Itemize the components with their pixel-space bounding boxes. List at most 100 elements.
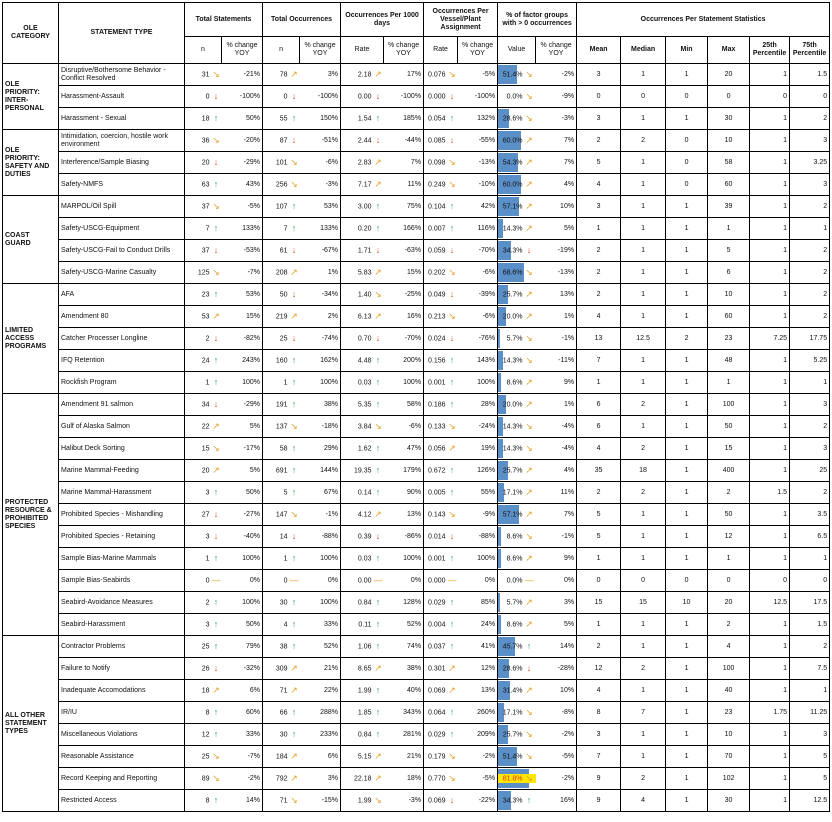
vessel-rate-pct-cell: 100%	[457, 547, 499, 570]
stat-p75-cell: 2	[789, 481, 831, 504]
stat-min-cell: 1	[665, 723, 709, 746]
occurrences-n-cell-value: 792	[275, 775, 288, 783]
rate-1000-cell: 0.03 ↑	[340, 547, 384, 570]
diagonal-up-arrow-icon: ↗	[525, 223, 533, 233]
statements-n-cell-value: 53	[201, 313, 210, 321]
statements-pct-cell: -21%	[221, 63, 264, 86]
vessel-rate-cell-value: 0.213	[428, 313, 446, 321]
statement-type-cell: Seabird-Harassment	[58, 613, 185, 636]
rate-1000-pct-cell: 343%	[383, 701, 425, 724]
diagonal-down-arrow-icon: ↘	[448, 69, 456, 79]
stat-median-cell: 1	[620, 723, 667, 746]
factor-value: 68.6% ↘	[499, 268, 536, 277]
factor-value: 28.6% ↓	[499, 664, 536, 673]
factor-value-text: 8.6%	[506, 533, 523, 541]
stat-max-cell: 6	[707, 261, 751, 284]
factor-value-cell: 25.7% ↘	[497, 723, 536, 746]
stat-p25-cell: 1	[749, 525, 791, 548]
diagonal-down-arrow-icon: ↘	[374, 289, 382, 299]
factor-value-cell: 54.3% ↗	[497, 151, 536, 174]
subheader-rate: Rate	[423, 36, 459, 64]
occurrences-n-cell-value: 38	[279, 643, 288, 651]
stat-p75-cell: 3	[789, 393, 831, 416]
stat-p25-cell: 1	[749, 371, 791, 394]
factor-value-cell: 60.0% ↗	[497, 173, 536, 196]
stat-max-cell: 23	[707, 327, 751, 350]
up-arrow-icon: ↑	[291, 487, 297, 497]
occurrences-n-cell: 691 ↑	[262, 459, 300, 482]
statements-n-cell-value: 23	[201, 291, 210, 299]
rate-1000-cell-value: 1.99	[357, 687, 372, 695]
stat-mean-cell: 6	[576, 393, 622, 416]
table-row: Safety-USCG-Equipment 7 ↑ 133% 7 ↑ 133% 0.20 ↑ 16…	[3, 217, 831, 240]
down-arrow-icon: ↓	[526, 245, 532, 255]
rate-1000-cell: 6.13 ↗	[340, 305, 384, 328]
vessel-rate-cell: 0.007 ↑	[423, 217, 458, 240]
stat-mean-cell: 7	[576, 745, 622, 768]
factor-pct-cell: 7%	[535, 151, 578, 174]
factor-data-bar	[498, 263, 524, 282]
down-arrow-icon: ↓	[449, 245, 455, 255]
vessel-rate-cell: 0.001 ↑	[423, 371, 458, 394]
factor-data-bar	[498, 615, 502, 634]
down-arrow-icon: ↓	[213, 333, 219, 343]
statements-n-cell: 37 ↓	[184, 239, 222, 262]
stat-mean-cell: 13	[576, 327, 622, 350]
diagonal-up-arrow-icon: ↗	[374, 179, 382, 189]
stat-mean-cell: 9	[576, 789, 622, 812]
occurrences-pct-cell: -34%	[299, 283, 342, 306]
factor-value-text: 68.6%	[502, 269, 523, 277]
stat-median-cell: 1	[620, 283, 667, 306]
stat-p25-cell: 1	[749, 305, 791, 328]
diagonal-down-arrow-icon: ↘	[448, 267, 456, 277]
rate-1000-cell: 1.99 ↘	[340, 789, 384, 812]
statements-n-cell: 26 ↓	[184, 657, 222, 680]
occurrences-n-cell-value: 55	[279, 115, 288, 123]
up-arrow-icon: ↑	[213, 355, 219, 365]
subheader-p75: 75th Percentile	[789, 36, 831, 64]
down-arrow-icon: ↓	[291, 91, 297, 101]
factor-value: 14.3% ↘	[499, 356, 536, 365]
occurrences-pct-cell: 0%	[299, 569, 342, 592]
stat-p25-cell: 1	[749, 767, 791, 790]
vessel-rate-pct-cell: -55%	[457, 129, 499, 152]
vessel-rate-cell-value: 0.001	[428, 555, 446, 563]
factor-pct-cell: 3%	[535, 591, 578, 614]
factor-value-cell: 81.8% ↘	[497, 767, 536, 790]
statements-n-cell: 12 ↑	[184, 723, 222, 746]
factor-data-bar	[498, 725, 508, 744]
factor-data-bar	[498, 175, 521, 194]
rate-1000-pct-cell: 40%	[383, 679, 425, 702]
diagonal-up-arrow-icon: ↗	[212, 421, 220, 431]
factor-value: 5.7% ↗	[499, 598, 536, 607]
vessel-rate-cell: 0.076 ↘	[423, 63, 458, 86]
vessel-rate-pct-cell: -88%	[457, 525, 499, 548]
factor-value: 51.4% ↘	[499, 752, 536, 761]
stat-min-cell: 0	[665, 85, 709, 108]
occurrences-n-cell-value: 71	[279, 797, 288, 805]
statements-n-cell: 3 ↑	[184, 481, 222, 504]
rate-1000-pct-cell: 90%	[383, 481, 425, 504]
stat-median-cell: 12.5	[620, 327, 667, 350]
up-arrow-icon: ↑	[213, 377, 219, 387]
vessel-rate-pct-cell: -2%	[457, 745, 499, 768]
down-arrow-icon: ↓	[449, 531, 455, 541]
factor-value: 34.3% ↑	[499, 796, 536, 805]
statement-type-cell: Disruptive/Bothersome Behavior - Conflic…	[58, 63, 185, 86]
factor-value: 8.6% ↗	[499, 378, 536, 387]
down-arrow-icon: ↓	[213, 531, 219, 541]
diagonal-down-arrow-icon: ↘	[212, 443, 220, 453]
factor-pct-cell: 5%	[535, 217, 578, 240]
statement-type-cell: Safety-USCG-Equipment	[58, 217, 185, 240]
statements-n-cell-value: 12	[201, 731, 210, 739]
rate-1000-cell: 0.00 ↓	[340, 85, 384, 108]
statements-pct-cell: -29%	[221, 151, 264, 174]
table-row: IR/IU 8 ↑ 60% 66 ↑ 288% 1.85 ↑ 343% 0.064 ↑ 260% 17.1…	[3, 701, 831, 724]
rate-1000-pct-cell: -3%	[383, 789, 425, 812]
up-arrow-icon: ↑	[449, 707, 455, 717]
stat-p25-cell: 1	[749, 129, 791, 152]
factor-value: 31.4% ↗	[499, 686, 536, 695]
occurrences-n-cell-value: 191	[275, 401, 288, 409]
occurrences-n-cell: 137 ↘	[262, 415, 300, 438]
rate-1000-cell: 0.39 ↓	[340, 525, 384, 548]
